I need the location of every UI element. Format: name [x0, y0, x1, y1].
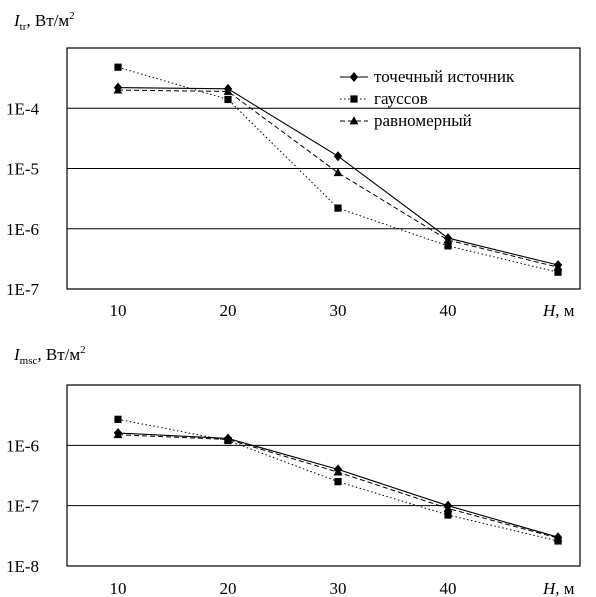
- legend-item: точечный источник: [340, 67, 515, 86]
- y-tick-label: 1E-7: [6, 497, 40, 516]
- legend-item: равномерный: [340, 111, 472, 130]
- series-diamond: [113, 82, 563, 271]
- data-point: [334, 478, 342, 486]
- y-axis-title: Itr, Вт/м2: [13, 10, 75, 33]
- legend-label: гауссов: [374, 89, 428, 108]
- series-layer: [113, 63, 563, 276]
- legend-label: равномерный: [374, 111, 472, 130]
- x-tick-label: 20: [220, 579, 237, 597]
- x-tick-label: 30: [330, 579, 347, 597]
- y-tick-label: 1E-4: [6, 99, 40, 118]
- x-tick-label: 30: [330, 301, 347, 320]
- series-triangle: [113, 85, 563, 271]
- y-tick-labels: 1E-7 1E-6 1E-5 1E-4: [6, 99, 40, 299]
- x-tick-label: 40: [440, 301, 457, 320]
- data-point: [223, 434, 233, 443]
- legend-label: точечный источник: [374, 67, 515, 86]
- data-point: [113, 429, 123, 439]
- chart-multiple-scattering: Imsc, Вт/м2 1E-8 1E-7 1E-6 10 20 30 40 H, м: [6, 344, 581, 597]
- data-point: [333, 467, 343, 476]
- y-tick-label: 1E-6: [6, 436, 39, 455]
- x-tick-label: 40: [440, 579, 457, 597]
- data-point: [223, 86, 233, 95]
- series-square: [114, 415, 562, 545]
- series-square: [114, 63, 562, 276]
- series-layer: [113, 415, 563, 545]
- legend-marker: [349, 116, 359, 125]
- data-point: [553, 262, 563, 271]
- data-point: [553, 533, 563, 542]
- y-tick-label: 1E-5: [6, 160, 39, 179]
- data-point: [444, 511, 452, 519]
- y-axis-title: Imsc, Вт/м2: [13, 344, 86, 367]
- legend-item: гауссов: [340, 89, 428, 108]
- y-tick-labels: 1E-8 1E-7 1E-6: [6, 436, 40, 576]
- data-point: [113, 85, 123, 94]
- x-tick-labels: 10 20 30 40: [110, 579, 457, 597]
- data-point: [444, 242, 452, 250]
- y-tick-label: 1E-6: [6, 220, 39, 239]
- data-point: [224, 95, 232, 104]
- data-point: [334, 204, 342, 212]
- chart-transmitted: Itr, Вт/м2 1E-7 1E-6 1E-5 1E-4 10 20 30 40 H, …: [6, 10, 581, 320]
- legend-marker: [350, 95, 358, 103]
- x-tick-label: 10: [110, 301, 127, 320]
- legend: точечный источник гауссов равномерный: [340, 67, 515, 130]
- grid-lines: [67, 107, 580, 230]
- series-line: [117, 434, 559, 539]
- x-axis-title: H, м: [542, 579, 575, 597]
- data-point: [114, 63, 122, 71]
- series-triangle: [113, 429, 563, 542]
- y-tick-label: 1E-8: [6, 557, 39, 576]
- x-tick-label: 10: [110, 579, 127, 597]
- grid-lines: [67, 444, 580, 507]
- plot-frame: [66, 384, 581, 567]
- y-tick-label: 1E-7: [6, 280, 40, 299]
- data-point: [443, 235, 453, 244]
- data-point: [333, 167, 343, 177]
- data-point: [333, 151, 343, 162]
- data-point: [443, 503, 453, 512]
- x-axis-title: H, м: [542, 301, 575, 320]
- series-line: [117, 89, 559, 268]
- x-tick-label: 20: [220, 301, 237, 320]
- series-line: [117, 87, 559, 266]
- data-point: [114, 415, 122, 423]
- data-point: [554, 268, 562, 276]
- x-tick-labels: 10 20 30 40: [110, 301, 457, 320]
- legend-marker: [349, 72, 359, 82]
